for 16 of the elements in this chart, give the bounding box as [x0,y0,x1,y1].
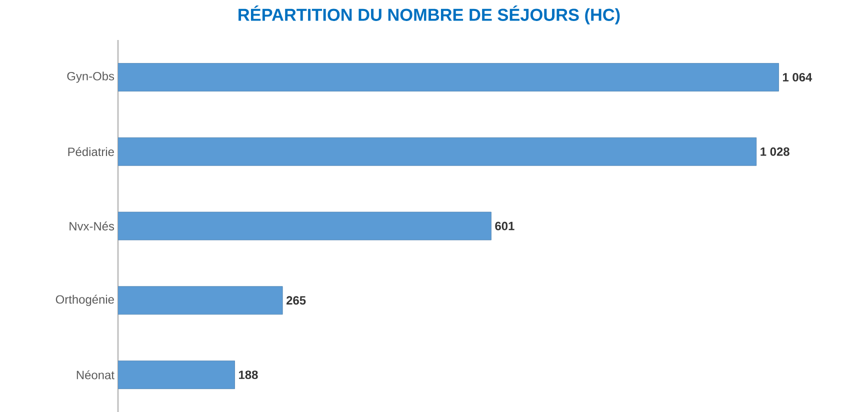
y-tick-label: Orthogénie [56,294,114,306]
bar [118,212,492,240]
bar [118,63,779,92]
bar [118,137,757,166]
y-tick-label: Néonat [76,370,114,380]
y-tick-label: Pédiatrie [68,147,114,156]
bar [118,360,235,390]
data-label: 1 064 [782,72,812,82]
bar [118,286,283,315]
chart-title: RÉPARTITION DU NOMBRE DE SÉJOURS (HC) [238,6,620,24]
data-label: 601 [495,222,514,230]
data-label: 1 028 [760,147,790,156]
data-label: 265 [286,296,306,305]
data-label: 188 [239,370,258,380]
y-tick-label: Nvx-Nés [70,222,114,230]
y-tick-label: Gyn-Obs [67,72,114,83]
